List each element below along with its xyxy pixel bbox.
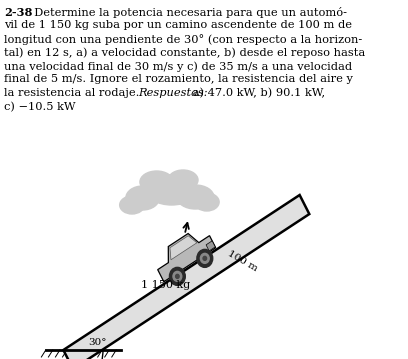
Circle shape (175, 274, 179, 278)
Ellipse shape (168, 170, 198, 190)
Text: Determine la potencia necesaria para que un automó-: Determine la potencia necesaria para que… (27, 7, 347, 18)
Text: 2-38: 2-38 (4, 7, 33, 18)
Circle shape (197, 250, 213, 267)
Polygon shape (158, 233, 216, 282)
Ellipse shape (140, 171, 173, 193)
Text: 1 150 kg: 1 150 kg (141, 280, 190, 289)
Polygon shape (206, 241, 215, 251)
Text: vil de 1 150 kg suba por un camino ascendente de 100 m de: vil de 1 150 kg suba por un camino ascen… (4, 20, 353, 31)
Polygon shape (63, 195, 309, 359)
Ellipse shape (120, 196, 144, 214)
Text: c) −10.5 kW: c) −10.5 kW (4, 102, 76, 112)
Circle shape (203, 256, 206, 260)
Text: final de 5 m/s. Ignore el rozamiento, la resistencia del aire y: final de 5 m/s. Ignore el rozamiento, la… (4, 75, 353, 84)
Text: Respuestas:: Respuestas: (138, 88, 208, 98)
Circle shape (169, 267, 185, 285)
Text: la resistencia al rodaje.: la resistencia al rodaje. (4, 88, 140, 98)
Polygon shape (170, 236, 197, 260)
Text: 30°: 30° (88, 338, 106, 347)
Text: a) 47.0 kW, b) 90.1 kW,: a) 47.0 kW, b) 90.1 kW, (189, 88, 325, 98)
Text: longitud con una pendiente de 30° (con respecto a la horizon-: longitud con una pendiente de 30° (con r… (4, 34, 363, 45)
Circle shape (200, 253, 209, 264)
Ellipse shape (146, 175, 197, 205)
Text: una velocidad final de 30 m/s y c) de 35 m/s a una velocidad: una velocidad final de 30 m/s y c) de 35… (4, 61, 353, 71)
Circle shape (173, 271, 182, 281)
Ellipse shape (195, 193, 219, 211)
Text: tal) en 12 s, a) a velocidad constante, b) desde el reposo hasta: tal) en 12 s, a) a velocidad constante, … (4, 47, 366, 58)
Text: 100 m: 100 m (226, 250, 259, 274)
Ellipse shape (126, 186, 159, 210)
Ellipse shape (177, 185, 214, 209)
